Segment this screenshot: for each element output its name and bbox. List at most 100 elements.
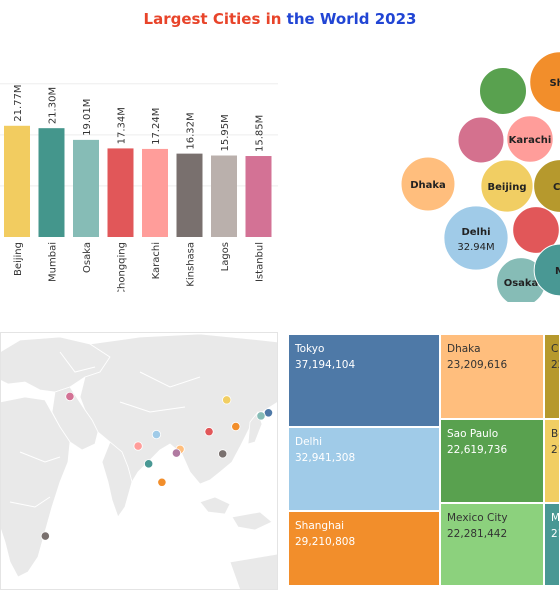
bar-value-label: 21.77M xyxy=(13,85,24,122)
treemap-tile-dhaka: Dhaka 23,209,616 xyxy=(440,334,544,419)
map-panel xyxy=(0,332,279,591)
bar-category-label: Chongqing xyxy=(117,242,128,292)
land-shape xyxy=(247,411,263,445)
city-dot xyxy=(40,531,50,541)
bubble-unlabeled xyxy=(479,67,527,115)
bar-mumbai xyxy=(38,128,65,237)
treemap-city-name: Sao Paulo xyxy=(447,428,499,440)
bar-chongqing xyxy=(107,148,134,237)
bar-value-label: 16.32M xyxy=(186,112,197,149)
bar-chart-panel: 21.77M Beijing 21.30M Mumbai 19.01M Osaka 17.3… xyxy=(0,42,280,296)
bubble-value-label: 32.94M xyxy=(457,242,494,253)
country-border xyxy=(139,371,201,388)
bar-category-label: Karachi xyxy=(151,242,162,279)
bar-lagos xyxy=(211,155,237,237)
city-dot xyxy=(144,459,154,469)
bubble-label: Delhi xyxy=(461,227,490,238)
bubble-label: Dhaka xyxy=(410,180,446,191)
city-dot xyxy=(157,477,167,487)
treemap-tile-mexico-city: Mexico City 22,281,442 xyxy=(440,503,544,586)
city-dot xyxy=(222,395,232,405)
bubble-label: Sha xyxy=(549,78,560,89)
title-part-1: Largest Cities xyxy=(143,10,266,28)
treemap-city-value: 23,209,616 xyxy=(447,359,508,371)
bar-category-label: Istanbul xyxy=(255,242,266,282)
treemap-tile-delhi: Delhi 32,941,308 xyxy=(288,427,440,511)
bar-category-label: Kinshasa xyxy=(186,242,197,287)
bar-value-label: 17.34M xyxy=(117,107,128,144)
bubble-chart-panel: Sha Karachi Dhaka Beijing Ca Delhi 32.94M Osaka… xyxy=(400,42,560,307)
title-part-2: in xyxy=(265,10,287,28)
bubble-shanghai xyxy=(529,51,560,113)
bubble-label: Beijing xyxy=(488,182,527,193)
map-frame xyxy=(0,332,278,590)
city-dot xyxy=(151,429,162,440)
city-dot xyxy=(133,441,143,451)
treemap-city-name: Dhaka xyxy=(447,343,481,355)
treemap-tile-m: M 21 xyxy=(544,503,560,586)
city-dot xyxy=(65,391,75,402)
title-part-3: the World 2023 xyxy=(286,10,417,28)
bar-category-label: Lagos xyxy=(220,242,231,271)
bubble-unlabeled xyxy=(457,116,505,164)
bar-value-label: 21.30M xyxy=(48,87,59,124)
bar-value-label: 17.24M xyxy=(151,108,162,145)
treemap-city-value: 29,210,808 xyxy=(295,536,356,548)
treemap-city-name: Be xyxy=(551,428,559,440)
treemap-tile-ca: Ca 22 xyxy=(544,334,560,419)
bar-category-label: Beijing xyxy=(13,242,24,276)
bubble-label: Karachi xyxy=(509,135,552,146)
treemap-city-value: 22,281,442 xyxy=(447,528,508,540)
world-map xyxy=(0,332,279,591)
treemap-city-value: 22,619,736 xyxy=(447,444,508,456)
land-shape xyxy=(231,511,273,531)
treemap-panel: Tokyo 37,194,104 Delhi 32,941,308 Shanghai 29… xyxy=(288,334,560,586)
city-dot xyxy=(256,411,266,421)
treemap-city-value: 32,941,308 xyxy=(295,452,356,464)
country-border xyxy=(119,401,186,413)
land-shape xyxy=(101,441,133,518)
treemap-tile-sao-paulo: Sao Paulo 22,619,736 xyxy=(440,419,544,503)
treemap-city-value: 21 xyxy=(551,444,559,456)
treemap-city-value: 37,194,104 xyxy=(295,359,356,371)
bar-osaka xyxy=(73,139,99,237)
bubble-karachi xyxy=(506,115,554,163)
treemap-city-name: Shanghai xyxy=(295,520,345,532)
treemap-city-name: Tokyo xyxy=(295,343,325,355)
bubble-chart: Sha Karachi Dhaka Beijing Ca Delhi 32.94M Osaka… xyxy=(400,51,560,307)
treemap-city-name: Delhi xyxy=(295,436,323,448)
bubble-label: Ca xyxy=(553,182,560,193)
country-border xyxy=(19,451,61,463)
treemap-city-value: 21 xyxy=(551,528,559,540)
bubble-dhaka xyxy=(400,156,456,212)
city-dot xyxy=(231,421,241,432)
bar-kinshasa xyxy=(176,153,203,237)
bubble-unlabeled xyxy=(512,206,560,254)
bubble-label: Osaka xyxy=(504,278,539,289)
bar-karachi xyxy=(142,148,168,237)
bubble-label: M xyxy=(555,266,560,277)
land-shape xyxy=(0,336,111,393)
land-shape xyxy=(0,396,71,578)
bar-category-label: Osaka xyxy=(82,242,93,273)
bubble-delhi xyxy=(443,205,509,271)
bar-value-label: 15.85M xyxy=(255,115,266,152)
bar-value-label: 19.01M xyxy=(82,99,93,136)
treemap-city-name: Mexico City xyxy=(447,512,508,524)
land-shape xyxy=(199,496,231,515)
treemap-city-name: Ca xyxy=(551,343,559,355)
bar-value-label: 15.95M xyxy=(220,114,231,151)
city-dot xyxy=(171,448,182,458)
bar-category-label: Mumbai xyxy=(48,242,59,282)
treemap-tile-be: Be 21 xyxy=(544,419,560,503)
treemap-tile-tokyo: Tokyo 37,194,104 xyxy=(288,334,440,427)
treemap-city-name: M xyxy=(551,512,560,524)
bubble-mumbai xyxy=(533,243,560,297)
chart-title: Largest Cities in the World 2023 xyxy=(0,10,560,28)
country-border xyxy=(9,496,51,508)
bar-istanbul xyxy=(245,156,272,237)
bar-beijing xyxy=(4,125,30,237)
city-dot xyxy=(218,449,228,459)
treemap-tile-shanghai: Shanghai 29,210,808 xyxy=(288,511,440,586)
city-dot xyxy=(204,427,214,437)
